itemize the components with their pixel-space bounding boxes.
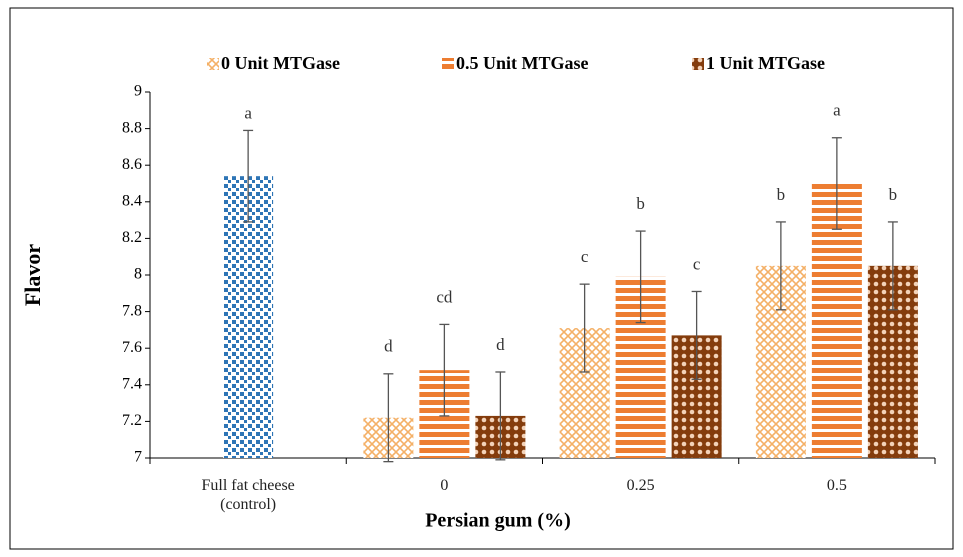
- legend-swatch: [442, 58, 454, 70]
- significance-letter: d: [496, 335, 505, 354]
- chart-border: [9, 7, 954, 550]
- significance-letter: a: [833, 101, 841, 120]
- legend-label: 0 Unit MTGase: [221, 53, 340, 73]
- legend-swatch: [207, 58, 219, 70]
- significance-letter: c: [693, 254, 701, 273]
- x-tick-label: 0: [440, 477, 449, 494]
- y-tick-label: 7.8: [122, 302, 142, 319]
- y-tick-label: 8.6: [122, 156, 142, 173]
- significance-letter: d: [384, 337, 393, 356]
- significance-letter: b: [777, 185, 786, 204]
- x-tick-label: Full fat cheese (control): [201, 477, 295, 513]
- y-tick-label: 8: [134, 266, 142, 283]
- y-tick-label: 7.2: [122, 412, 142, 429]
- y-axis-title: Flavor: [20, 244, 45, 307]
- y-tick-label: 8.2: [122, 229, 142, 246]
- x-tick-label: 0.25: [626, 477, 655, 494]
- significance-letter: b: [636, 194, 645, 213]
- significance-letter: cd: [436, 287, 453, 306]
- bar: [223, 176, 274, 458]
- legend-label: 0.5 Unit MTGase: [456, 53, 589, 73]
- y-tick-label: 7.4: [122, 375, 142, 392]
- significance-letter: b: [889, 185, 898, 204]
- x-tick-label: 0.5: [826, 477, 847, 494]
- y-tick-label: 7: [134, 449, 142, 466]
- y-tick-label: 7.6: [122, 339, 142, 356]
- legend-label: 1 Unit MTGase: [706, 53, 825, 73]
- y-tick-label: 8.4: [122, 192, 142, 209]
- legend-swatch: [692, 58, 704, 70]
- y-tick-label: 8.8: [122, 119, 142, 136]
- significance-letter: c: [581, 247, 589, 266]
- y-tick-label: 9: [134, 83, 142, 100]
- significance-letter: a: [244, 103, 252, 122]
- x-axis-title: Persian gum (%): [425, 510, 571, 532]
